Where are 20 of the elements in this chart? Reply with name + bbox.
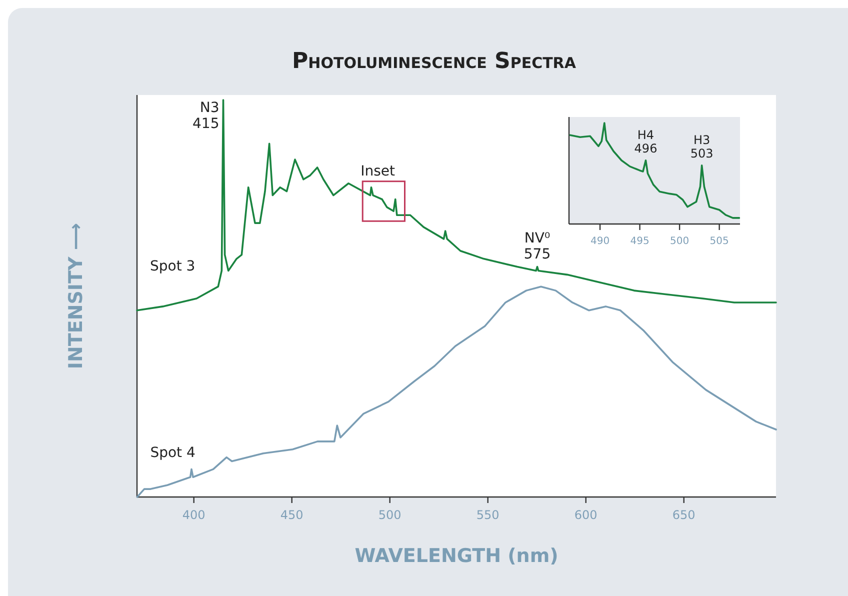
x-axis-title: WAVELENGTH (nm)	[354, 545, 558, 567]
x-tick-label: 600	[574, 508, 598, 522]
annotation: N3 415	[192, 100, 220, 132]
series-label: Spot 4	[150, 445, 196, 461]
x-tick-label: 505	[710, 236, 729, 247]
x-tick-label: 490	[590, 236, 610, 247]
x-tick-label: 495	[630, 236, 650, 247]
annotation: NV⁰ 575	[524, 230, 551, 263]
annotation: H4 496	[634, 128, 658, 156]
annotation: H3 503	[690, 132, 714, 161]
x-tick-label: 400	[182, 508, 206, 522]
chart-title: Photoluminescence Spectra	[292, 49, 576, 74]
y-axis-title: INTENSITY ⟶	[65, 222, 87, 370]
series-label: Spot 3	[150, 258, 196, 274]
x-tick-label: 500	[670, 236, 690, 247]
x-tick-label: 550	[476, 508, 500, 522]
annotation: Inset	[360, 163, 396, 180]
x-tick-label: 450	[280, 508, 304, 522]
x-tick-label: 500	[378, 508, 402, 522]
x-tick-label: 650	[672, 508, 696, 522]
